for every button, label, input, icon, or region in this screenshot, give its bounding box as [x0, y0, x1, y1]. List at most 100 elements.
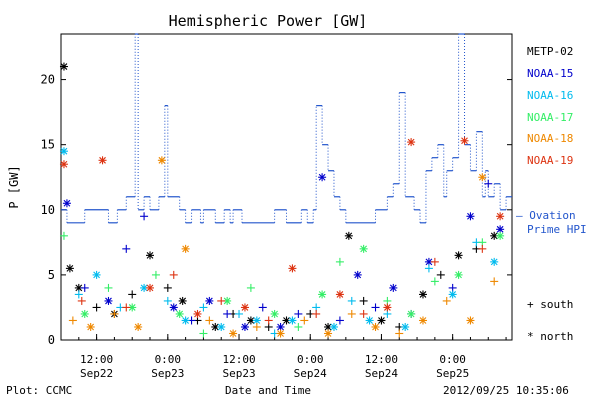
data-point-metp-02-south [163, 283, 172, 292]
legend-item-noaa-15: NOAA-15 [527, 67, 573, 80]
data-point-noaa-18-north [157, 156, 166, 165]
data-point-noaa-18-south [205, 316, 214, 325]
data-point-metp-02-north [418, 290, 427, 299]
x-tick-date-label: Sep25 [436, 367, 469, 380]
data-point-noaa-19-north [496, 212, 505, 221]
data-point-noaa-19-south [359, 309, 368, 318]
data-point-noaa-19-north [146, 283, 155, 292]
legend-item-noaa-16: NOAA-16 [527, 89, 573, 102]
legend-item-noaa-17: NOAA-17 [527, 111, 573, 124]
y-axis-ticks: 0 5 10 15 20 [41, 73, 512, 347]
data-point-noaa-18-north [418, 316, 427, 325]
data-point-metp-02-south [92, 303, 101, 312]
data-point-noaa-17-north [80, 309, 89, 318]
data-point-noaa-18-south [110, 309, 119, 318]
x-tick-time-label: 0:00 [439, 353, 466, 366]
data-point-noaa-17-north [175, 309, 184, 318]
data-point-noaa-16-north [490, 257, 499, 266]
data-point-noaa-18-north [134, 322, 143, 331]
data-point-noaa-17-north [318, 290, 327, 299]
data-point-metp-02-south [436, 270, 445, 279]
data-point-noaa-17-south [430, 277, 439, 286]
data-point-noaa-15-north [205, 296, 214, 305]
data-point-noaa-17-south [104, 283, 113, 292]
ovation-hpi-line [61, 33, 512, 224]
data-point-noaa-19-south [430, 257, 439, 266]
data-point-noaa-19-north [407, 138, 416, 147]
data-point-noaa-16-south [424, 264, 433, 273]
data-point-noaa-17-north [496, 231, 505, 240]
legend-item-metp-02: METP-02 [527, 45, 573, 58]
data-point-noaa-15-south [371, 303, 380, 312]
data-point-noaa-15-north [466, 212, 475, 221]
y-tick-label: 15 [41, 138, 55, 152]
data-point-noaa-19-north [335, 290, 344, 299]
data-point-noaa-15-south [484, 179, 493, 188]
data-point-noaa-19-north [460, 136, 469, 145]
data-point-noaa-18-north [324, 329, 333, 338]
data-point-noaa-18-north [229, 329, 238, 338]
data-point-noaa-16-north [217, 322, 226, 331]
data-point-noaa-17-south [199, 329, 208, 338]
x-tick-time-label: 12:00 [365, 353, 398, 366]
data-point-metp-02-south [128, 290, 137, 299]
data-point-noaa-19-south [312, 309, 321, 318]
y-tick-label: 10 [41, 203, 55, 217]
data-point-noaa-17-north [454, 270, 463, 279]
data-point-noaa-16-south [235, 309, 244, 318]
legend-ovation-line2: Prime HPI [527, 223, 587, 236]
data-point-noaa-18-north [478, 173, 487, 182]
x-tick-time-label: 0:00 [155, 353, 182, 366]
data-point-noaa-16-south [199, 303, 208, 312]
legend-south-marker: + south [527, 298, 573, 311]
x-tick-date-label: Sep23 [151, 367, 184, 380]
data-point-noaa-16-north [181, 316, 190, 325]
data-point-noaa-17-south [59, 231, 68, 240]
y-tick-label: 20 [41, 73, 55, 87]
data-point-metp-02-north [65, 264, 74, 273]
legend-item-noaa-18: NOAA-18 [527, 132, 573, 145]
data-point-metp-02-north [146, 251, 155, 260]
data-point-noaa-15-north [62, 199, 71, 208]
data-points [59, 62, 505, 338]
data-point-noaa-16-north [288, 316, 297, 325]
data-point-noaa-19-south [217, 296, 226, 305]
data-point-noaa-16-north [329, 322, 338, 331]
data-point-metp-02-south [359, 296, 368, 305]
data-point-noaa-15-south [258, 303, 267, 312]
data-point-metp-02-north [59, 62, 68, 71]
legend-item-noaa-19: NOAA-19 [527, 154, 573, 167]
plot-credit: Plot: CCMC [6, 384, 72, 397]
data-point-noaa-18-south [252, 322, 261, 331]
x-tick-time-label: 0:00 [297, 353, 324, 366]
data-point-metp-02-north [454, 251, 463, 260]
data-point-noaa-19-south [478, 244, 487, 253]
data-point-noaa-17-south [246, 283, 255, 292]
data-point-noaa-18-south [395, 329, 404, 338]
data-point-noaa-19-north [98, 156, 107, 165]
x-tick-time-label: 12:00 [80, 353, 113, 366]
y-tick-label: 0 [48, 333, 55, 347]
plot-timestamp: 2012/09/25 10:35:06 [443, 384, 569, 397]
data-point-noaa-15-south [122, 244, 131, 253]
data-point-noaa-16-south [347, 296, 356, 305]
data-point-noaa-15-north [318, 173, 327, 182]
x-axis-label: Date and Time [225, 384, 311, 397]
x-tick-time-label: 12:00 [222, 353, 255, 366]
plot-frame [60, 33, 513, 341]
data-point-noaa-19-north [59, 160, 68, 169]
data-point-noaa-15-south [80, 283, 89, 292]
data-point-noaa-15-south [294, 309, 303, 318]
data-point-noaa-16-south [74, 290, 83, 299]
legend-ovation-line1: — Ovation [516, 209, 576, 222]
data-point-noaa-17-north [128, 303, 137, 312]
data-point-noaa-15-north [389, 283, 398, 292]
x-tick-date-label: Sep23 [222, 367, 255, 380]
data-point-noaa-15-north [169, 303, 178, 312]
x-tick-date-label: Sep24 [294, 367, 327, 380]
x-tick-date-label: Sep24 [365, 367, 398, 380]
data-point-noaa-19-south [122, 303, 131, 312]
data-point-noaa-19-north [288, 264, 297, 273]
data-point-metp-02-north [344, 231, 353, 240]
